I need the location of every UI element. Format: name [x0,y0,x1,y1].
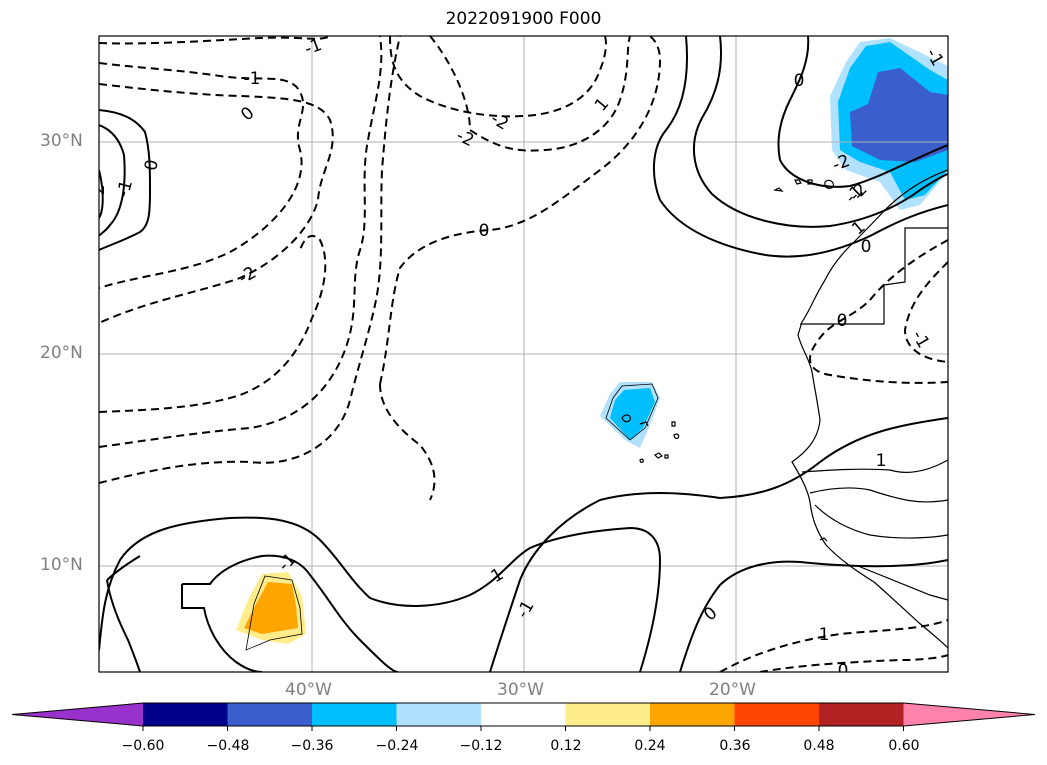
colorbar-segment [650,703,735,726]
contour-label: -2 [830,151,853,176]
contour-label: 1 [848,217,869,239]
patch-outlines [245,383,659,651]
lon-label-30w: 30°W [497,680,544,700]
positive-contours [99,36,948,672]
contour-label: 0 [794,71,805,91]
lat-label-30n: 30°N [40,131,83,151]
colorbar-tick-label: −0.36 [290,738,334,754]
coastline [621,169,948,649]
contour-label: 0 [141,158,163,172]
map-frame [98,35,949,673]
map-title: 2022091900 F000 [445,9,602,29]
contour-label: -1 [274,549,300,575]
colorbar-segment [227,703,313,726]
contour-label: -1 [907,327,933,352]
contour-label: 0 [479,221,490,241]
negative-contours [99,36,948,672]
colorbar-tick-label: 0.12 [550,738,582,754]
contour-label: -1 [513,597,539,622]
contour-label: 1 [591,94,613,115]
contour-label: 2 [89,185,109,196]
lat-label-10n: 10°N [40,555,83,575]
contour-label: 0 [700,603,721,625]
colorbar-segment [819,703,904,726]
colorbar-tick-label: −0.60 [121,738,165,754]
blue-patch-northeast [830,38,948,210]
contour-label: -2 [453,126,477,151]
lon-label-20w: 20°W [709,680,756,700]
lon-label-40w: 40°W [285,680,332,700]
contour-label: 0 [837,311,848,331]
contour-label: 1 [488,564,507,587]
colorbar-segment [565,703,651,726]
colorbar-tick-label: −0.24 [375,738,419,754]
colorbar-segment [734,703,820,726]
grid-lines [99,36,948,672]
contour-label: 0 [861,237,872,257]
orange-patch-southwest [236,572,306,644]
colorbar-extend-low [12,703,143,726]
colorbar-tick-label: 0.36 [719,738,751,754]
contour-label: 1 [819,625,830,645]
contour-label: 1 [876,451,887,471]
contour-label: -1 [113,178,137,200]
lat-label-20n: 20°N [40,343,83,363]
colorbar-segment [396,703,482,726]
colorbar-segment [481,703,566,726]
contour-label: -2 [487,109,512,135]
colorbar-tick-label: 0.48 [803,738,835,754]
colorbar-tick-label: 0.60 [888,738,920,754]
colorbar-tick-label: −0.48 [206,738,250,754]
contour-label: 0 [838,661,849,681]
contour-label: -2 [235,263,260,289]
colorbar-tick-label: −0.12 [459,738,503,754]
contour-label: 0 [237,103,258,125]
contour-label: -1 [244,69,261,89]
contour-label-group: -1 -1 0 -2 -2 2 -1 1 0 0 -2 0 -2 -1 -2 -… [89,35,947,681]
colorbar-tick-label: 0.24 [634,738,666,754]
colorbar-segment [143,703,228,726]
colorbar [11,702,1036,731]
colorbar-extend-high [903,703,1035,726]
contour-label: -1 [302,35,325,60]
blue-patch-cape-verde [600,382,660,448]
colorbar-segment [312,703,397,726]
